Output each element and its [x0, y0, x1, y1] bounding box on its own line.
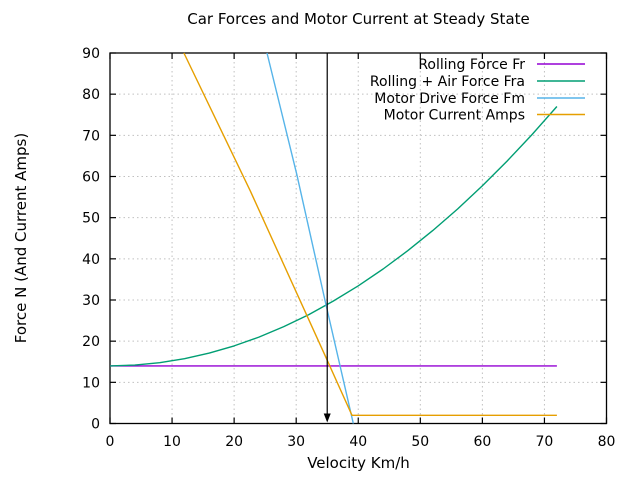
x-tick-label: 20: [225, 434, 243, 450]
x-tick-label: 40: [349, 434, 367, 450]
y-tick-label: 0: [91, 417, 100, 433]
legend-label-rolling-force-fr: Rolling Force Fr: [418, 57, 525, 73]
x-axis-label: Velocity Km/h: [307, 454, 410, 472]
series-motor-drive-force-fm: [266, 52, 354, 424]
chart-title: Car Forces and Motor Current at Steady S…: [187, 10, 530, 28]
x-tick-label: 80: [598, 434, 616, 450]
y-tick-label: 90: [82, 46, 100, 62]
x-tick-label: 70: [536, 434, 554, 450]
legend-label-motor-current-amps: Motor Current Amps: [384, 108, 525, 124]
series-rolling-air-force-fra: [109, 106, 558, 367]
legend-label-rolling-air-force-fra: Rolling + Air Force Fra: [370, 74, 525, 90]
y-tick-label: 60: [82, 170, 100, 186]
legend-label-motor-drive-force-fm: Motor Drive Force Fm: [374, 91, 525, 107]
y-tick-label: 80: [82, 87, 100, 103]
y-tick-label: 70: [82, 128, 100, 144]
series-motor-current-amps: [183, 52, 557, 416]
y-tick-label: 10: [82, 375, 100, 391]
x-tick-label: 0: [106, 434, 115, 450]
y-tick-label: 20: [82, 334, 100, 350]
y-tick-label: 50: [82, 211, 100, 227]
x-tick-label: 10: [163, 434, 181, 450]
x-tick-label: 50: [411, 434, 429, 450]
x-tick-label: 60: [473, 434, 491, 450]
y-tick-label: 30: [82, 293, 100, 309]
steady-state-velocity-marker-arrowhead: [323, 413, 331, 423]
y-tick-label: 40: [82, 252, 100, 268]
x-tick-label: 30: [287, 434, 305, 450]
